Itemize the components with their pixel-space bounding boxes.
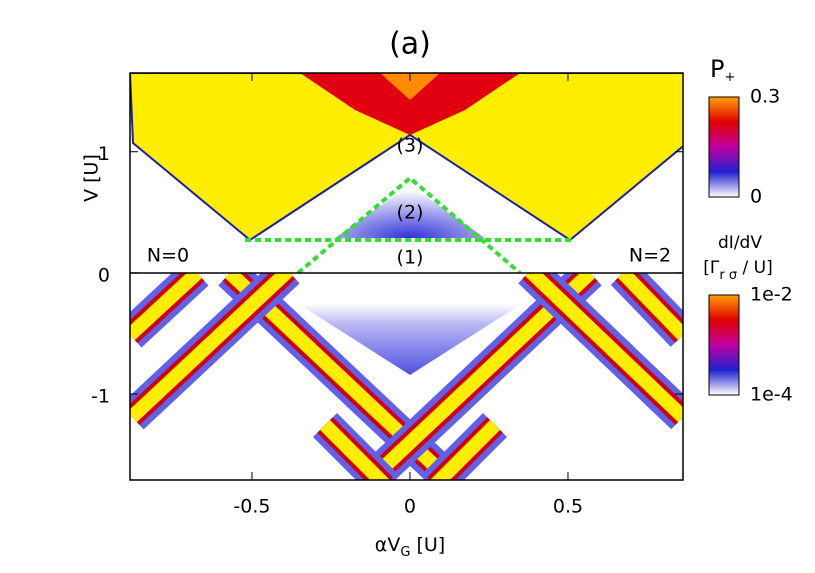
colorbar-tick-label: 1e-2 [750, 284, 793, 306]
x-axis-label: αVG [U] [375, 534, 445, 561]
text-part: αV [375, 534, 401, 556]
annotation: N=0 [147, 245, 189, 267]
text-part: [U] [410, 534, 445, 556]
annotation: N=2 [629, 245, 671, 267]
band [320, 420, 390, 480]
x-tick-label: -0.5 [233, 496, 270, 518]
y-tick-label: 1 [98, 143, 110, 165]
subscript: G [400, 545, 410, 560]
x-tick-label: 0 [404, 496, 416, 518]
chart-title: (a) [389, 27, 431, 62]
annotation: (3) [397, 135, 424, 157]
band [617, 273, 683, 340]
colorbar [708, 96, 740, 198]
colorbar-tick-label: 0.3 [750, 86, 780, 108]
subscript: + [724, 70, 735, 85]
band [430, 420, 500, 480]
colorbar-label: P+ [710, 55, 735, 85]
text-part: [Γ [703, 258, 720, 278]
colorbar-label: [Γr σ / U] [703, 258, 772, 283]
colorbar-tick-label: 1e-4 [750, 384, 793, 406]
text-part: P [710, 55, 724, 83]
band [130, 273, 293, 423]
x-tick-label: 0.5 [553, 496, 583, 518]
colorbar-label: dI/dV [718, 233, 762, 253]
y-tick-label: -1 [91, 385, 110, 407]
band [130, 273, 202, 341]
colorbar-tick-label: 0 [750, 186, 762, 208]
y-tick-label: 0 [98, 264, 110, 286]
upper-map [130, 73, 683, 273]
lower-map [130, 273, 683, 480]
y-axis-label: V [U] [81, 154, 103, 202]
colorbar [708, 294, 740, 396]
text-part: / U] [737, 258, 773, 278]
annotation: (1) [397, 247, 424, 269]
annotation: (2) [397, 202, 424, 224]
subscript: r σ [719, 268, 737, 283]
band [525, 273, 683, 423]
